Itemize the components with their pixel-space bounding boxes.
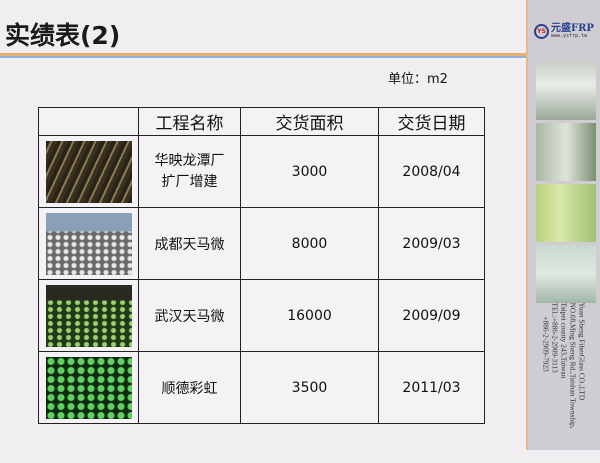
sidebar-photo [536,184,596,242]
date-cell: 2011/03 [378,351,485,424]
area-cell: 8000 [240,207,379,280]
unit-label: 单位：m2 [388,72,448,87]
date-cell: 2009/09 [378,279,485,352]
project-photo [45,140,132,203]
area-cell: 3500 [240,351,379,424]
date-cell: 2008/04 [378,135,485,208]
address-line: TEL:+886-2-2909-3113 [550,302,560,373]
project-name: 顺德彩虹 [138,351,241,424]
header-area: 交货面积 [240,107,379,136]
slide-title: 实绩表(2) [5,21,121,50]
table-row: 华映龙潭厂扩厂增建 3000 2008/04 [38,135,485,208]
logo-url: www.ysfrp.tw [551,33,588,39]
table-row: 成都天马微 8000 2009/03 [38,207,485,280]
area-cell: 3000 [240,135,379,208]
logo-name: 元盛FRP [551,23,594,34]
address-line: Yuan Sheng FiberGlass CO.,LTD [577,302,587,401]
divider-orange [0,53,526,56]
address-line: Taipei county 243,Taiwan [559,302,569,379]
performance-table: 工程名称 交货面积 交货日期 华映龙潭厂扩厂增建 3000 2008/04 成都… [38,107,485,424]
header-photo [38,107,139,136]
project-photo [45,212,132,275]
address-line: NO.68,Ming Sheng Rd.,Taishan Township, [568,302,578,429]
project-photo [45,356,132,419]
sidebar-photo [536,62,596,120]
sidebar: YS 元盛FRP www.ysfrp.tw Yuan Sheng FiberGl… [526,0,600,450]
project-name: 成都天马微 [138,207,241,280]
area-cell: 16000 [240,279,379,352]
table-header-row: 工程名称 交货面积 交货日期 [38,107,485,136]
project-photo [45,284,132,347]
slide-main: 实绩表(2) 单位：m2 工程名称 交货面积 交货日期 华映龙潭厂扩厂增建 30… [0,21,526,424]
address-line: +886-2-2909-7923 [541,316,551,372]
table-row: 顺德彩虹 3500 2011/03 [38,351,485,424]
project-name: 华映龙潭厂扩厂增建 [154,152,225,190]
company-address: Yuan Sheng FiberGlass CO.,LTD NO.68,Ming… [542,303,587,463]
date-cell: 2009/03 [378,207,485,280]
header-date: 交货日期 [378,107,485,136]
divider-blue [0,56,526,58]
header-project: 工程名称 [138,107,241,136]
sidebar-photo [536,123,596,181]
company-logo: YS 元盛FRP www.ysfrp.tw [534,24,594,39]
logo-mark-icon: YS [534,24,549,39]
sidebar-photo [536,245,596,303]
table-row: 武汉天马微 16000 2009/09 [38,279,485,352]
project-name: 武汉天马微 [138,279,241,352]
